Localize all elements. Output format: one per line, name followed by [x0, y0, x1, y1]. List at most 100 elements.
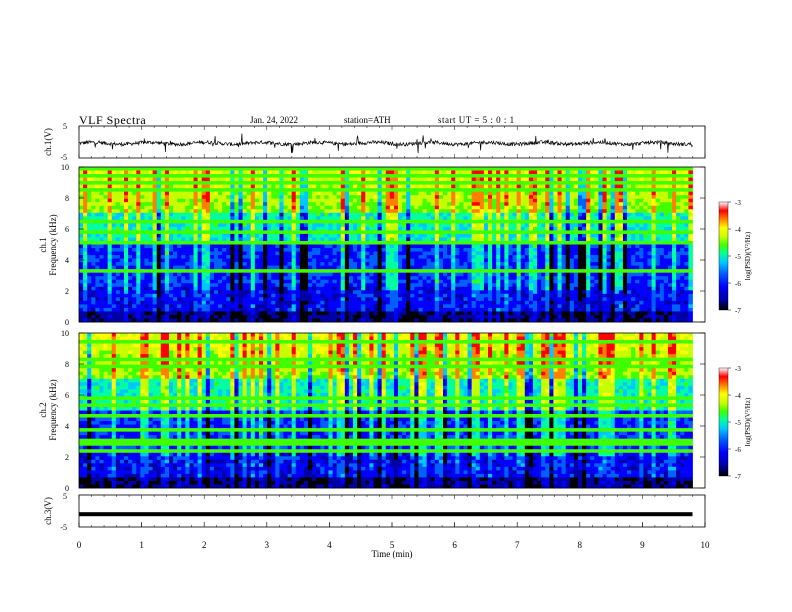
- spectrogram-cell: [406, 279, 411, 284]
- date-label: Jan. 24, 2022: [250, 115, 298, 125]
- spectrogram-cell: [205, 177, 211, 182]
- spectrogram-cell: [344, 177, 350, 182]
- spectrogram-cell: [348, 262, 354, 267]
- spectrogram-cell: [303, 202, 309, 207]
- spectrogram-cell: [258, 265, 264, 270]
- spectrogram-cell: [516, 195, 522, 200]
- spectrogram-cell: [107, 177, 113, 182]
- spectrogram-cell: [606, 219, 612, 224]
- spectrogram-cell: [344, 269, 350, 274]
- spectrogram-cell: [320, 216, 325, 221]
- spectrogram-cell: [602, 240, 607, 245]
- spectrogram-cell: [410, 269, 415, 274]
- spectrogram-cell: [324, 272, 329, 277]
- spectrogram-cell: [365, 195, 370, 200]
- spectrogram-cell: [213, 177, 219, 182]
- spectrogram-cell: [353, 244, 358, 249]
- spectrogram-cell: [254, 279, 260, 284]
- spectrogram-cell: [643, 255, 648, 259]
- spectrogram-cell: [471, 205, 477, 210]
- spectrogram-cell: [83, 188, 88, 193]
- spectrogram-cell: [303, 177, 309, 182]
- spectrogram-cell: [279, 223, 284, 228]
- spectrogram-cell: [353, 181, 358, 186]
- spectrogram-cell: [140, 255, 145, 259]
- spectrogram-cell: [189, 269, 194, 274]
- spectrogram-cell: [590, 258, 595, 263]
- spectrogram-cell: [606, 265, 612, 270]
- spectrogram-cell: [238, 272, 243, 277]
- spectrogram-cell: [680, 219, 685, 224]
- spectrogram-cell: [230, 255, 235, 259]
- spectrogram-cell: [688, 188, 693, 193]
- spectrogram-cell: [107, 223, 113, 228]
- spectrogram-cell: [348, 184, 354, 189]
- spectrogram-cell: [385, 202, 391, 207]
- spectrogram-cell: [672, 191, 677, 196]
- spectrogram-cell: [132, 184, 137, 189]
- spectrogram-cell: [111, 237, 117, 242]
- spectrogram-cell: [459, 191, 464, 196]
- spectrogram-cell: [414, 170, 419, 175]
- spectrogram-cell: [475, 216, 481, 221]
- spectrogram-cell: [324, 276, 329, 281]
- spectrogram-cell: [672, 226, 677, 231]
- spectrogram-cell: [672, 265, 677, 270]
- spectrogram-cell: [528, 198, 534, 203]
- spectrogram-cell: [177, 237, 182, 242]
- spectrogram-cell: [148, 209, 154, 214]
- spectrogram-cell: [115, 181, 121, 186]
- spectrogram-cell: [573, 205, 579, 210]
- spectrogram-cell: [680, 205, 685, 210]
- spectrogram-cell: [168, 167, 174, 171]
- spectrogram-cell: [492, 265, 497, 270]
- spectrogram-cell: [295, 170, 301, 175]
- spectrogram-cell: [537, 258, 542, 263]
- spectrogram-cell: [353, 269, 358, 274]
- spectrogram-cell: [573, 262, 579, 267]
- spectrogram-cell: [156, 170, 162, 175]
- spectrogram-cell: [541, 191, 546, 196]
- spectrogram-cell: [537, 244, 542, 249]
- spectrogram-cell: [610, 209, 616, 214]
- spectrogram-cell: [312, 212, 317, 217]
- spectrogram-cell: [222, 219, 227, 224]
- spectrogram-cell: [381, 258, 387, 263]
- spectrogram-cell: [197, 272, 203, 277]
- spectrogram-cell: [218, 244, 223, 249]
- spectrogram-cell: [631, 230, 636, 235]
- spectrogram-cell: [532, 198, 538, 203]
- spectrogram-cell: [582, 262, 587, 267]
- spectrogram-cell: [520, 216, 526, 221]
- spectrogram-cell: [430, 170, 436, 175]
- spectrogram-cell: [430, 184, 436, 189]
- spectrogram-cell: [263, 276, 268, 281]
- spectrogram-cell: [136, 195, 141, 200]
- spectrogram-cell: [643, 188, 648, 193]
- spectrogram-cell: [430, 198, 436, 203]
- spectrogram-cell: [553, 255, 558, 259]
- spectrogram-cell: [586, 237, 591, 242]
- spectrogram-cell: [189, 276, 194, 281]
- spectrogram-cell: [500, 258, 505, 263]
- spectrogram-cell: [479, 167, 485, 171]
- spectrogram-cell: [348, 170, 354, 175]
- spectrogram-cell: [565, 255, 571, 259]
- spectrogram-cell: [344, 188, 350, 193]
- spectrogram-cell: [332, 198, 338, 203]
- spectrogram-cell: [667, 209, 673, 214]
- spectrogram-cell: [250, 219, 256, 224]
- spectrogram-cell: [119, 195, 125, 200]
- spectrogram-cell: [181, 195, 186, 200]
- spectrogram-cell: [279, 174, 284, 178]
- spectrogram-cell: [99, 191, 104, 196]
- spectrogram-cell: [177, 255, 182, 259]
- spectrogram-cell: [467, 191, 473, 196]
- spectrogram-cell: [618, 272, 624, 277]
- spectrogram-cell: [426, 265, 432, 270]
- spectrogram-cell: [459, 251, 464, 256]
- spectrogram-cell: [459, 216, 464, 221]
- spectrogram-cell: [467, 184, 473, 189]
- spectrogram-cell: [140, 244, 145, 249]
- spectrogram-cell: [263, 265, 268, 270]
